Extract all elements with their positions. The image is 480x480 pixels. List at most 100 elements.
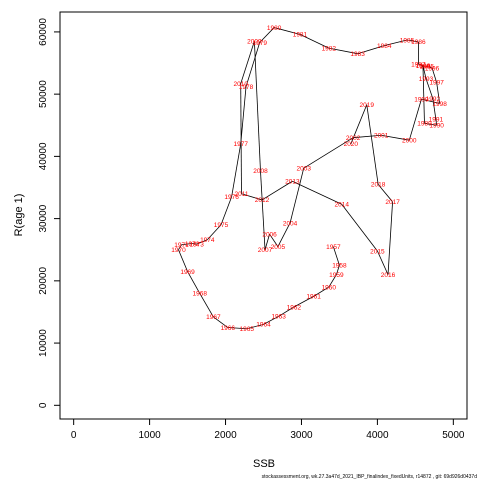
year-label-1968: 1968	[192, 291, 207, 298]
trajectory-segment	[178, 249, 188, 272]
year-label-1990: 1990	[429, 123, 444, 130]
trajectory-segment	[231, 143, 242, 197]
trajectory-segment	[406, 39, 419, 43]
year-label-1959: 1959	[329, 272, 344, 279]
trajectory-segment	[259, 27, 275, 43]
trajectory-segment	[293, 296, 314, 308]
year-label-1967: 1967	[206, 314, 221, 321]
year-label-2008: 2008	[253, 168, 268, 175]
y-tick-label: 10000	[38, 329, 49, 357]
year-label-1965: 1965	[240, 326, 255, 333]
trajectory-segment	[422, 65, 427, 79]
year-label-2009: 2009	[247, 39, 262, 46]
trajectory-segment	[341, 204, 378, 252]
year-label-1996: 1996	[425, 65, 440, 72]
trajectory-segment	[377, 184, 393, 203]
x-tick-label: 1000	[138, 430, 161, 441]
trajectory-segment	[253, 41, 261, 171]
trajectory-segment	[207, 224, 222, 241]
trajectory-segment	[377, 250, 389, 275]
trajectory-segment	[350, 104, 368, 145]
year-label-1974: 1974	[200, 237, 215, 244]
year-label-2018: 2018	[371, 182, 386, 189]
x-tick-label: 2000	[214, 430, 237, 441]
year-label-1992: 1992	[426, 96, 441, 103]
x-tick-label: 0	[71, 430, 77, 441]
year-label-1964: 1964	[256, 322, 271, 329]
trajectory-segment	[387, 201, 393, 275]
trajectory-segment	[269, 233, 279, 247]
trajectory-segment	[227, 327, 247, 330]
trajectory-segment	[246, 324, 264, 330]
trajectory-layer	[178, 27, 441, 330]
year-label-1971: 1971	[174, 242, 189, 249]
year-label-1957: 1957	[326, 244, 341, 251]
y-tick-label: 60000	[38, 18, 49, 46]
x-tick-label: 3000	[290, 430, 313, 441]
trajectory-segment	[353, 134, 382, 139]
trajectory-segment	[422, 65, 425, 124]
trajectory-segment	[292, 180, 342, 205]
trajectory-segment	[303, 137, 354, 169]
y-axis-label: R(age 1)	[13, 194, 25, 237]
year-label-1969: 1969	[180, 269, 195, 276]
trajectory-segment	[366, 104, 379, 185]
year-label-1963: 1963	[271, 314, 286, 321]
year-label-2002: 2002	[346, 135, 361, 142]
y-tick-label: 0	[38, 402, 49, 408]
y-tick-label: 40000	[38, 142, 49, 170]
trajectory-segment	[261, 180, 293, 201]
trajectory-segment	[299, 34, 329, 49]
year-label-1987: 1987	[411, 62, 426, 69]
year-label-1981: 1981	[293, 32, 308, 39]
year-label-1983: 1983	[350, 51, 365, 58]
year-label-1999: 1999	[414, 96, 429, 103]
trajectory-segment	[187, 271, 201, 294]
trajectory-segment	[277, 222, 291, 247]
trajectory-segment	[289, 168, 305, 224]
trajectory-segment	[421, 98, 440, 104]
trajectory-segment	[196, 239, 208, 245]
year-label-1994: 1994	[416, 63, 431, 70]
year-label-2012: 2012	[255, 197, 270, 204]
trajectory-segment	[426, 65, 433, 69]
trajectory-segment	[263, 315, 279, 325]
trajectory-segment	[336, 265, 340, 275]
trajectory-segment	[260, 170, 266, 250]
trajectory-segment	[241, 193, 263, 201]
year-label-2011: 2011	[234, 191, 248, 198]
year-label-2001: 2001	[374, 133, 389, 140]
year-label-1995: 1995	[420, 63, 435, 70]
year-label-1997: 1997	[429, 80, 444, 87]
x-tick-label: 4000	[366, 430, 389, 441]
year-label-2015: 2015	[370, 248, 385, 255]
footer-note: stockassessment.org, wk.27.3a47d_2021_IB…	[262, 474, 478, 480]
x-axis: 0 1000 2000 3000 4000 5000	[71, 418, 465, 441]
trajectory-segment	[240, 41, 255, 84]
year-label-1960: 1960	[322, 284, 337, 291]
trajectory-segment	[178, 244, 182, 250]
trajectory-segment	[422, 65, 427, 67]
year-label-2010: 2010	[233, 81, 248, 88]
trajectory-segment	[313, 286, 330, 297]
year-label-1993: 1993	[419, 76, 434, 83]
year-label-2020: 2020	[344, 141, 359, 148]
year-label-1978: 1978	[239, 84, 254, 91]
trajectory-segment	[274, 27, 301, 35]
year-label-1976: 1976	[224, 194, 239, 201]
trajectory-segment	[240, 83, 242, 194]
y-axis: 0 10000 20000 30000 40000 50000 60000	[38, 18, 61, 408]
year-label-1998: 1998	[432, 101, 447, 108]
year-label-2000: 2000	[402, 137, 417, 144]
year-label-1972: 1972	[185, 241, 200, 248]
trajectory-segment	[418, 63, 424, 66]
year-label-1961: 1961	[306, 294, 321, 301]
trajectory-segment	[181, 243, 193, 246]
year-label-2004: 2004	[283, 220, 298, 227]
trajectory-segment	[381, 134, 410, 141]
trajectory-segment	[199, 293, 214, 318]
y-tick-label: 30000	[38, 204, 49, 232]
trajectory-segment	[240, 86, 247, 144]
